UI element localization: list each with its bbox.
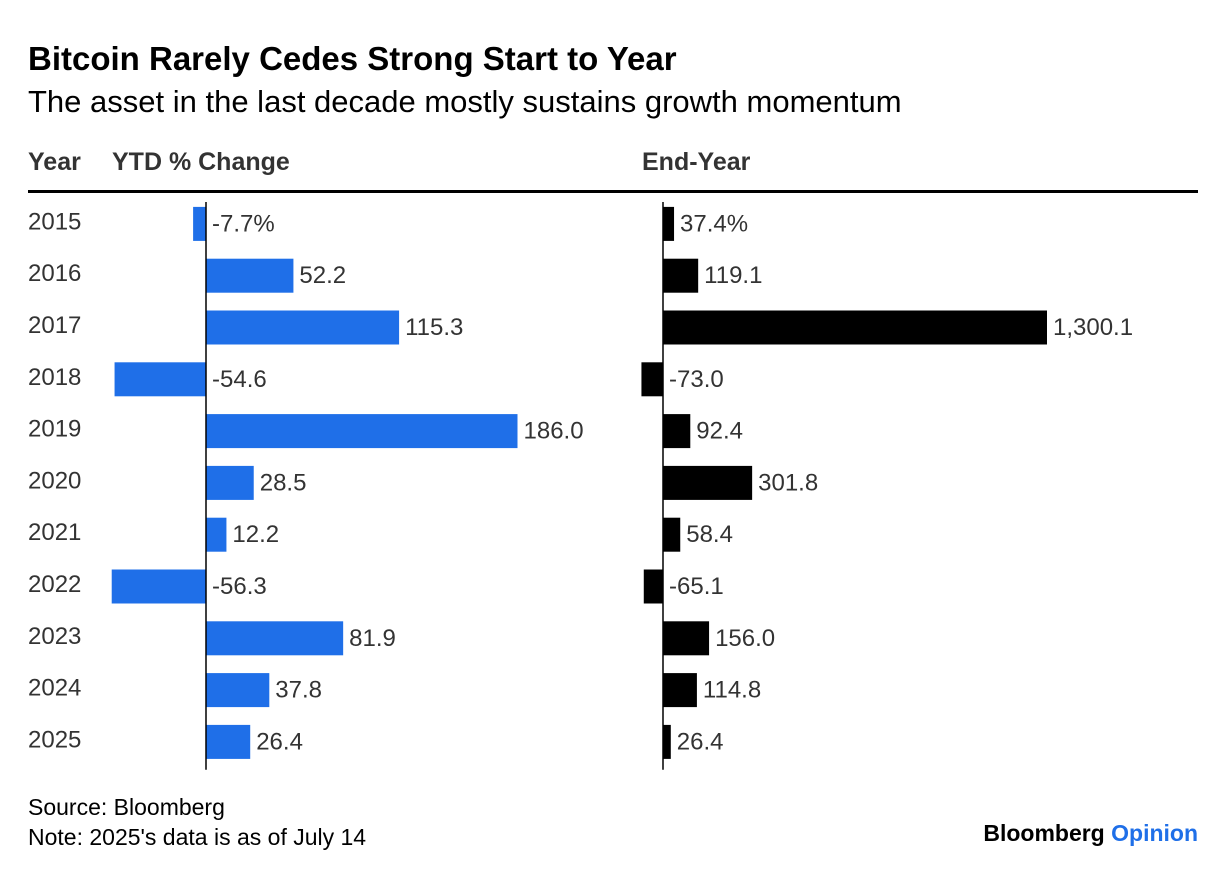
end-year-value-label: -73.0: [669, 366, 724, 393]
end-year-value-label: 1,300.1: [1053, 314, 1133, 341]
year-label: 2015: [28, 208, 81, 235]
end-year-value-label: 58.4: [686, 521, 733, 548]
year-label: 2021: [28, 519, 81, 546]
data-note: Note: 2025's data is as of July 14: [28, 824, 367, 850]
ytd-bar: [206, 673, 270, 708]
end-year-value-label: 119.1: [704, 262, 762, 289]
end-year-value-label: 92.4: [696, 418, 743, 445]
ytd-value-label: -54.6: [212, 366, 267, 393]
year-label: 2016: [28, 260, 81, 287]
ytd-value-label: 81.9: [349, 625, 396, 652]
ytd-value-label: 12.2: [232, 521, 279, 548]
end-year-bar: [663, 310, 1047, 345]
end-year-column-header: End-Year: [642, 148, 751, 176]
ytd-bar: [206, 724, 251, 759]
header-rule: [28, 190, 1198, 193]
end-year-bar: [663, 621, 710, 656]
year-label: 2017: [28, 312, 81, 339]
source-note: Source: Bloomberg: [28, 794, 225, 820]
end-year-bar: [641, 362, 663, 397]
end-year-bar: [663, 414, 691, 449]
end-year-value-label: 26.4: [677, 728, 724, 755]
year-label: 2018: [28, 364, 81, 391]
ytd-bar: [206, 310, 400, 345]
end-year-value-label: -65.1: [669, 573, 724, 600]
ytd-bar: [206, 621, 344, 656]
ytd-value-label: -56.3: [212, 573, 267, 600]
ytd-value-label: 37.8: [275, 677, 322, 704]
ytd-bar: [111, 569, 206, 604]
year-label: 2023: [28, 623, 81, 650]
ytd-value-label: 26.4: [256, 728, 303, 755]
end-year-value-label: 114.8: [703, 677, 761, 704]
year-label: 2022: [28, 571, 81, 598]
end-year-bar: [663, 206, 675, 241]
end-year-value-label: 37.4%: [680, 210, 748, 237]
ytd-bar: [193, 206, 206, 241]
end-year-bar: [663, 258, 699, 293]
year-column-header: Year: [28, 148, 81, 176]
ytd-bar: [206, 258, 294, 293]
ytd-bar: [114, 362, 206, 397]
end-year-bar: [663, 517, 681, 552]
end-year-bar: [663, 673, 697, 708]
year-label: 2024: [28, 675, 81, 702]
ytd-value-label: 28.5: [260, 469, 307, 496]
chart-subtitle: The asset in the last decade mostly sust…: [28, 84, 902, 119]
brand-logo: Bloomberg Opinion: [983, 820, 1198, 846]
end-year-value-label: 301.8: [758, 469, 818, 496]
ytd-bar: [206, 414, 518, 449]
ytd-value-label: 115.3: [405, 314, 463, 341]
ytd-value-label: 52.2: [299, 262, 346, 289]
year-label: 2019: [28, 416, 81, 443]
ytd-bar: [206, 517, 227, 552]
end-year-bar: [643, 569, 663, 604]
year-label: 2025: [28, 726, 81, 753]
ytd-value-label: -7.7%: [212, 210, 275, 237]
end-year-bar: [663, 724, 671, 759]
end-year-bar: [663, 465, 753, 500]
ytd-bar: [206, 465, 254, 500]
year-label: 2020: [28, 467, 81, 494]
ytd-value-label: 186.0: [524, 418, 584, 445]
end-year-value-label: 156.0: [715, 625, 775, 652]
ytd-column-header: YTD % Change: [112, 148, 290, 176]
chart-title: Bitcoin Rarely Cedes Strong Start to Yea…: [28, 40, 677, 77]
